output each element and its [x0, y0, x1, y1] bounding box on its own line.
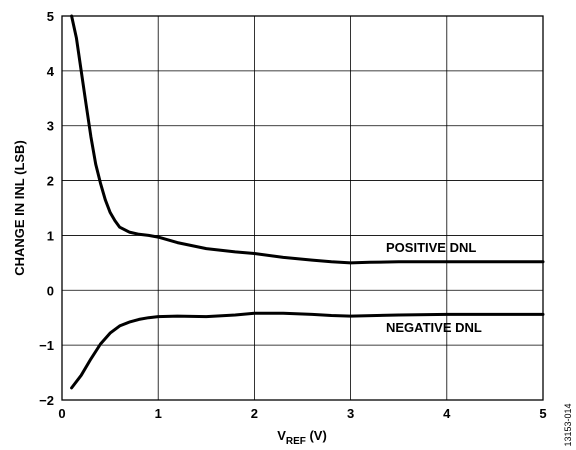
x-tick-label: 1: [155, 406, 162, 421]
x-axis-label-unit: (V): [306, 428, 327, 443]
y-tick-label: −2: [39, 393, 54, 408]
y-tick-label: 5: [47, 9, 54, 24]
grid-lines: [62, 16, 543, 400]
series-lines: [70, 14, 545, 390]
x-tick-labels: 0 1 2 3 4 5: [58, 406, 546, 421]
figure-id: 13153-014: [563, 403, 573, 446]
y-tick-label: 2: [47, 174, 54, 189]
x-axis-label-subscript: REF: [286, 436, 306, 447]
y-tick-label: 3: [47, 119, 54, 134]
positive-dnl-line: [70, 14, 545, 265]
y-tick-labels: 5 4 3 2 1 0 −1 −2: [39, 9, 55, 408]
x-tick-label: 5: [539, 406, 546, 421]
x-tick-label: 4: [443, 406, 451, 421]
x-tick-label: 0: [58, 406, 65, 421]
y-tick-label: 0: [47, 283, 54, 298]
negative-dnl-line: [70, 311, 545, 390]
negative-dnl-label: NEGATIVE DNL: [386, 320, 482, 335]
positive-dnl-label: POSITIVE DNL: [386, 240, 476, 255]
y-tick-label: 4: [47, 64, 55, 79]
x-axis-label: VREF (V): [277, 428, 327, 447]
x-tick-label: 3: [347, 406, 354, 421]
y-tick-label: −1: [39, 338, 54, 353]
x-axis-label-main: V: [277, 428, 286, 443]
y-axis-label: CHANGE IN INL (LSB): [12, 140, 27, 276]
x-tick-label: 2: [251, 406, 258, 421]
y-tick-label: 1: [47, 228, 54, 243]
plot-frame: [61, 15, 544, 401]
